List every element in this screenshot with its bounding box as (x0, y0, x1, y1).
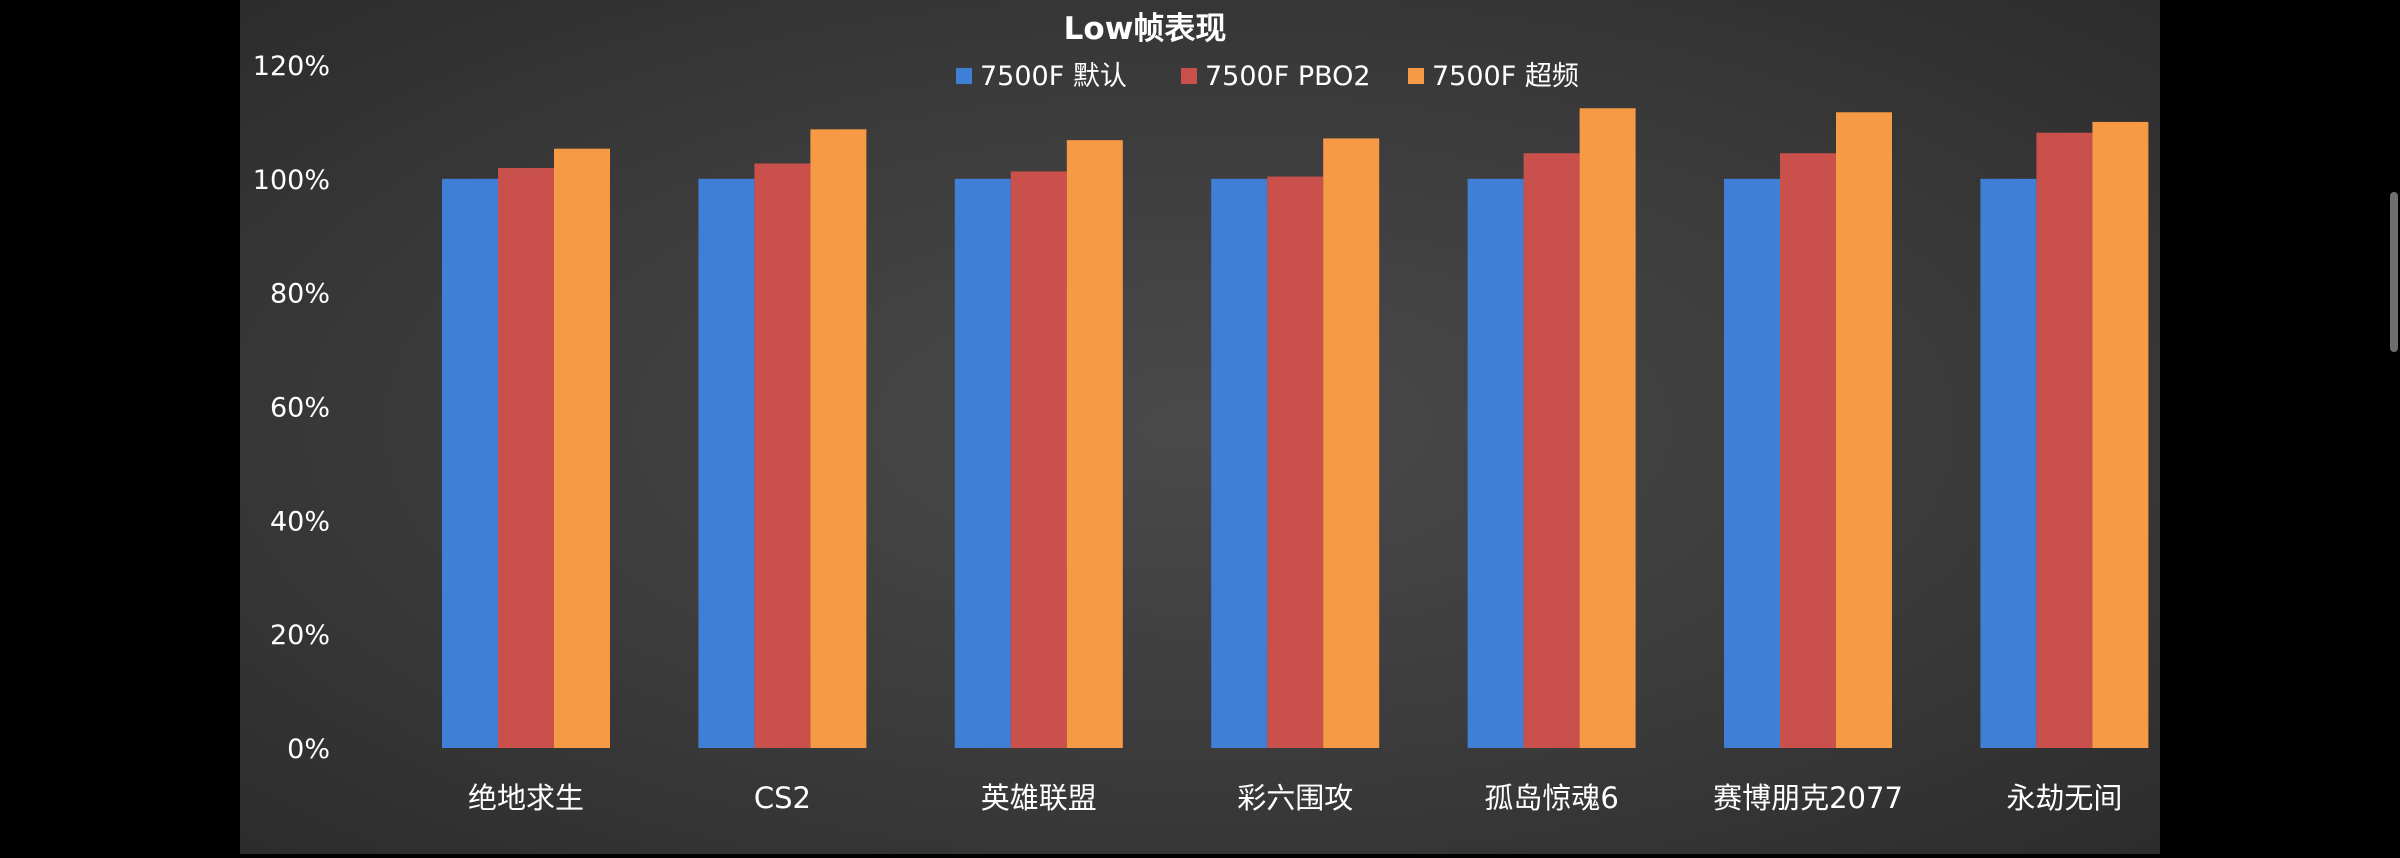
legend-swatch (1181, 68, 1197, 84)
x-tick-label: 孤岛惊魂6 (1484, 781, 1618, 815)
chart-title: Low帧表现 (1064, 11, 1227, 47)
bar (754, 163, 811, 749)
bar (1267, 176, 1324, 749)
y-tick-label: 0% (287, 734, 330, 765)
bar (1579, 108, 1636, 749)
legend-label: 7500F PBO2 (1205, 61, 1371, 92)
bar (1836, 112, 1892, 748)
bar-chart: Low帧表现 7500F 默认 7500F PBO2 7500F 超频 0% 20% 4… (253, 11, 2149, 815)
bar (1724, 178, 1780, 749)
bar (2092, 121, 2149, 748)
bar (1780, 153, 1836, 749)
bar (442, 178, 498, 749)
bars (442, 108, 2149, 749)
y-tick-label: 80% (270, 279, 330, 310)
bar (954, 178, 1011, 749)
scrollbar-thumb[interactable] (2390, 192, 2398, 352)
bar (1323, 138, 1380, 749)
legend-label: 7500F 默认 (980, 61, 1127, 92)
y-axis: 0% 20% 40% 60% 80% 100% 120% (253, 51, 330, 765)
scrollbar[interactable] (2388, 0, 2400, 854)
x-tick-label: 绝地求生 (468, 781, 584, 815)
bar (2036, 132, 2093, 748)
bar (1211, 178, 1268, 749)
chart-panel: Low帧表现 7500F 默认 7500F PBO2 7500F 超频 0% 20% 4… (240, 0, 2160, 854)
y-tick-label: 40% (270, 506, 330, 537)
bar (1066, 140, 1123, 748)
y-tick-label: 20% (270, 620, 330, 651)
legend-swatch (1408, 68, 1424, 84)
y-tick-label: 100% (253, 165, 330, 196)
bar (1980, 178, 2037, 749)
x-tick-label: 彩六围攻 (1237, 781, 1353, 815)
bar (554, 148, 610, 749)
bar (1010, 171, 1067, 748)
y-tick-label: 60% (270, 393, 330, 424)
legend-swatch (956, 68, 972, 84)
x-tick-label: 永劫无间 (2006, 781, 2122, 815)
x-tick-label: 赛博朋克2077 (1713, 781, 1903, 815)
bar (1523, 153, 1580, 749)
x-tick-label: 英雄联盟 (981, 781, 1097, 815)
chart-legend: 7500F 默认 7500F PBO2 7500F 超频 (956, 61, 1579, 92)
x-axis: 绝地求生 CS2 英雄联盟 彩六围攻 孤岛惊魂6 赛博朋克2077 永劫无间 (468, 781, 2122, 815)
legend-label: 7500F 超频 (1432, 61, 1579, 92)
bar (810, 129, 867, 749)
bar (698, 178, 755, 749)
bar (498, 168, 554, 748)
bar (1467, 178, 1524, 749)
x-tick-label: CS2 (754, 781, 811, 815)
y-tick-label: 120% (253, 51, 330, 82)
